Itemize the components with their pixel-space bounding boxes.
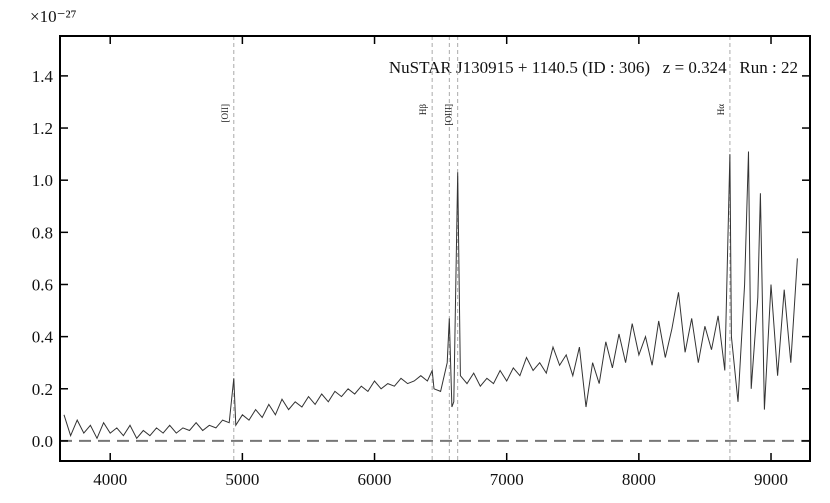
x-tick-label: 7000	[490, 470, 524, 489]
y-tick-label: 0.2	[32, 380, 53, 399]
chart-title: NuSTAR J130915 + 1140.5 (ID : 306) z = 0…	[389, 58, 798, 77]
y-multiplier: ×10⁻²⁷	[30, 7, 77, 26]
y-tick-label: 0.4	[32, 328, 54, 347]
emission-label: Hα	[716, 104, 726, 115]
spectrum-line	[63, 151, 798, 440]
y-tick-label: 0.6	[32, 275, 53, 294]
x-tick-label: 8000	[622, 470, 656, 489]
y-tick-label: 1.2	[32, 119, 53, 138]
emission-label: Hβ	[418, 104, 428, 115]
plot-frame	[59, 35, 811, 462]
y-tick-label: 1.4	[32, 67, 54, 86]
x-tick-label: 4000	[93, 470, 127, 489]
x-tick-label: 5000	[225, 470, 259, 489]
y-tick-label: 0.8	[32, 223, 53, 242]
y-tick-label: 0.0	[32, 432, 53, 451]
x-tick-label: 6000	[358, 470, 392, 489]
emission-label: [OIII]	[444, 104, 454, 126]
x-tick-label: 9000	[754, 470, 788, 489]
emission-label: [OII]	[220, 104, 230, 123]
y-tick-label: 1.0	[32, 171, 53, 190]
